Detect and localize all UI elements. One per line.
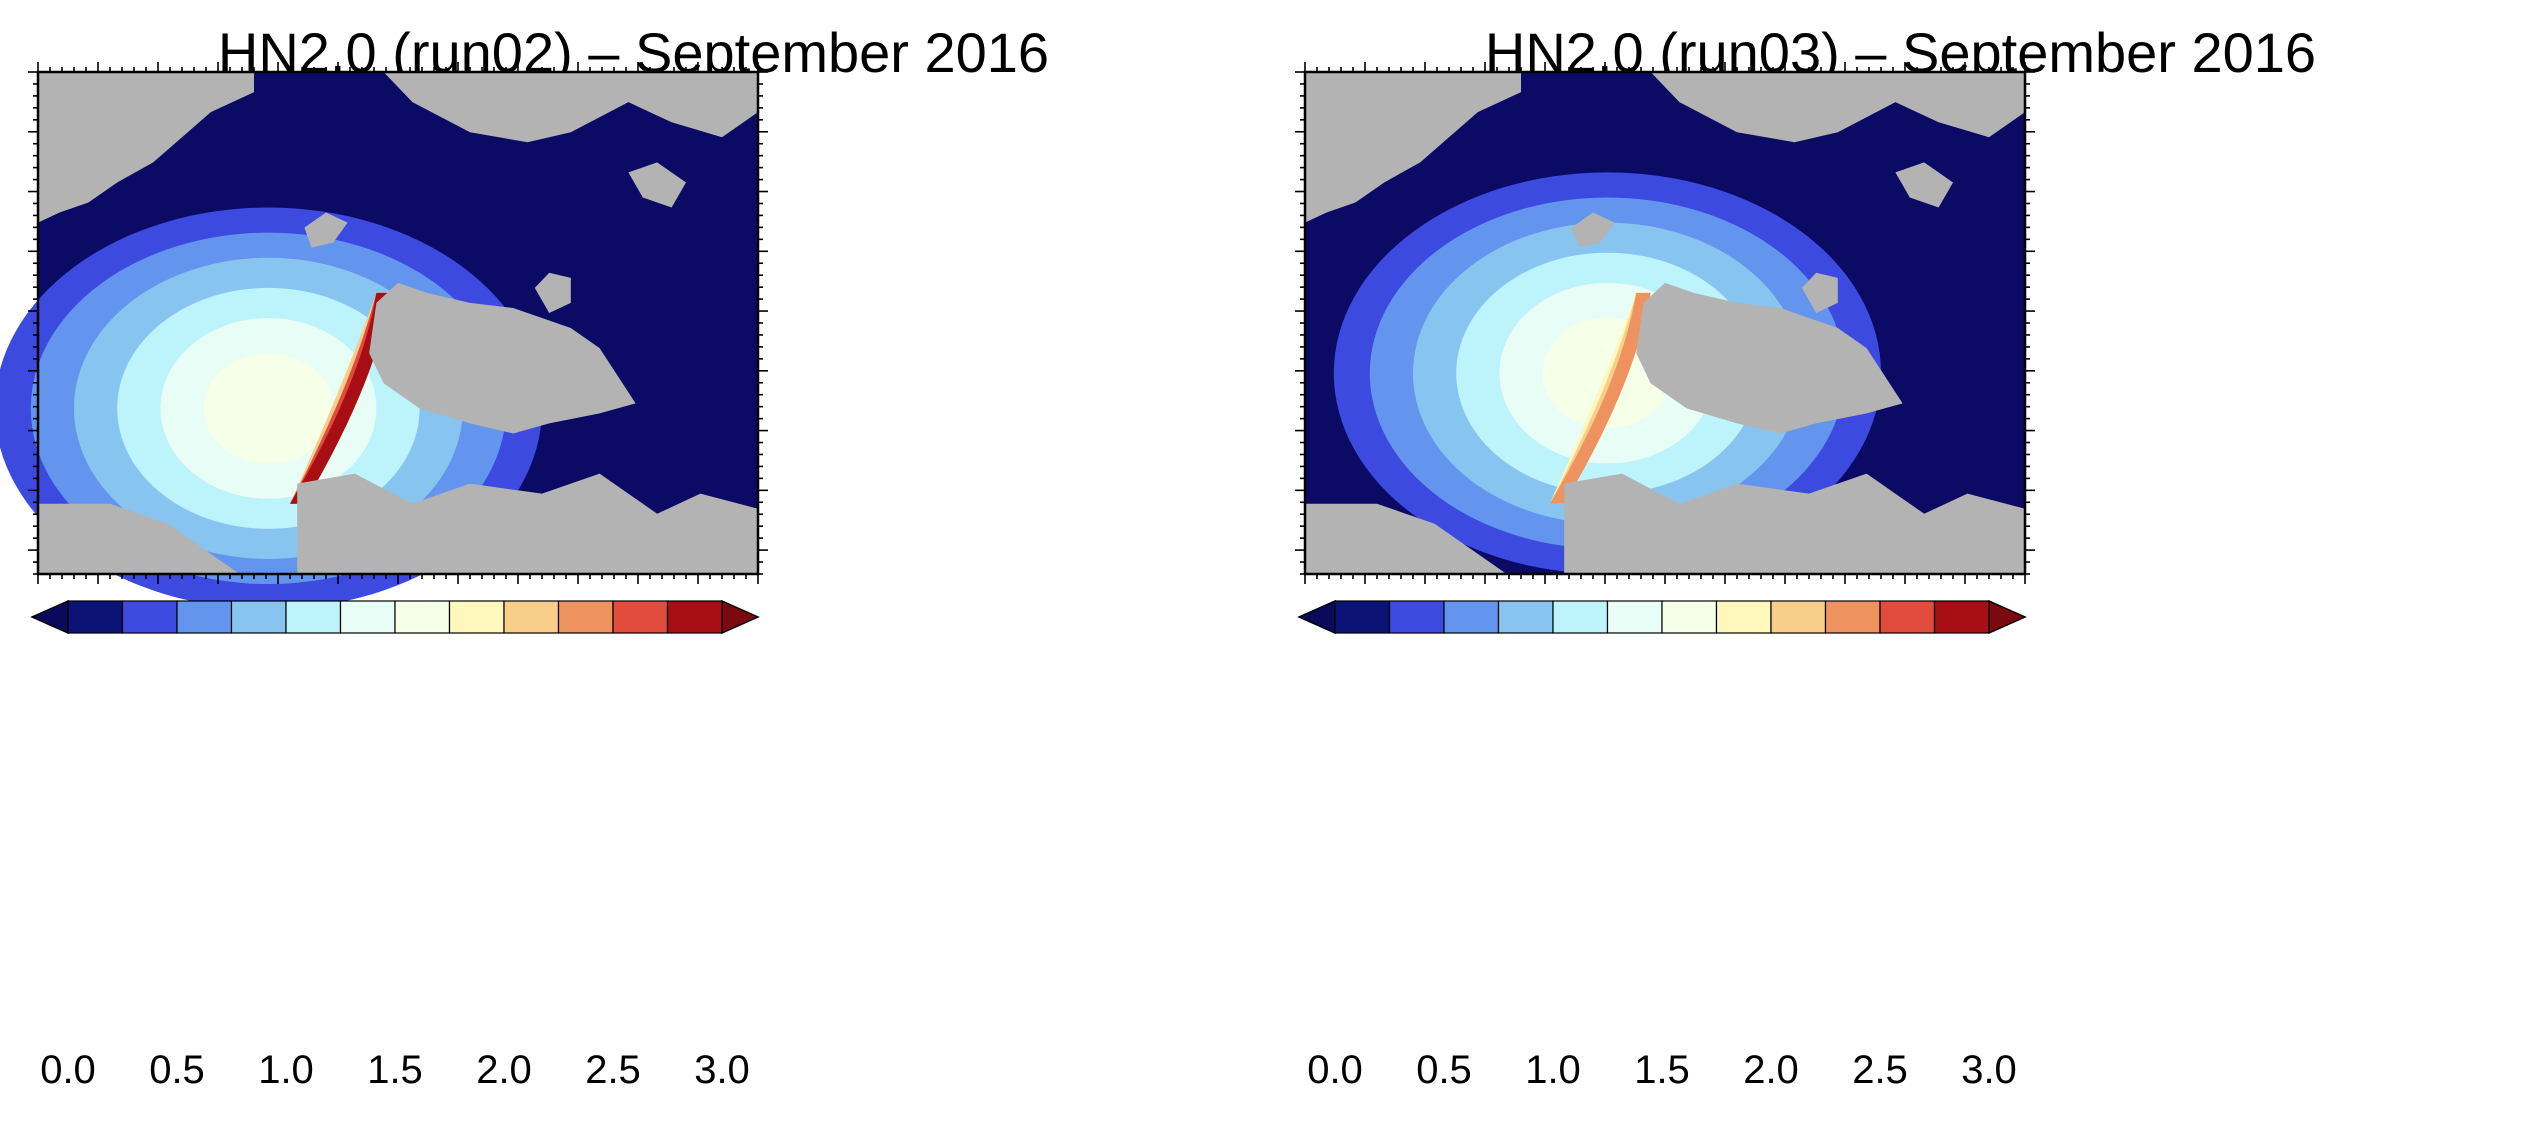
colorbar-segment bbox=[557, 600, 614, 634]
colorbar-segment bbox=[1933, 600, 1990, 634]
land-island-a bbox=[534, 272, 571, 313]
colorbar-segment bbox=[1388, 600, 1445, 634]
colorbar-tick-label: 1.0 bbox=[1525, 1048, 1581, 1092]
frame-ticks bbox=[1295, 62, 2035, 584]
ice-ridge-band bbox=[290, 292, 391, 504]
panel-run03: HN2.0 (run03) – September 2016 0.0 0.5 1.0… bbox=[1267, 0, 2534, 1125]
land-scandinavia bbox=[38, 503, 240, 574]
colorbar-segment bbox=[121, 600, 178, 634]
colorbar-segment bbox=[1879, 600, 1936, 634]
colorbar-tick-label: 2.5 bbox=[585, 1048, 641, 1092]
colorbar-tick-label: 1.0 bbox=[258, 1048, 314, 1092]
colorbar-segment bbox=[176, 600, 233, 634]
colorbar-segment bbox=[339, 600, 396, 634]
colorbar-segment bbox=[1770, 600, 1827, 634]
land-siberia-east bbox=[38, 72, 254, 223]
panel-run02: HN2.0 (run02) – September 2016 0.0 0.5 1.0… bbox=[0, 21, 1049, 1092]
colorbar-tick-label: 0.0 bbox=[1307, 1048, 1363, 1092]
colorbar-segment bbox=[1443, 600, 1500, 634]
colorbar-segment bbox=[1334, 600, 1391, 634]
land-island-c bbox=[628, 162, 686, 208]
ice-thickness-band bbox=[203, 353, 334, 464]
colorbar-over-triangle bbox=[721, 599, 760, 635]
land-canada-south bbox=[297, 473, 758, 574]
colorbar-tick-label: 1.5 bbox=[1634, 1048, 1690, 1092]
colorbar-tick-label: 0.0 bbox=[40, 1048, 96, 1092]
colorbar-segment bbox=[1497, 600, 1554, 634]
colorbar-tick-label: 2.0 bbox=[476, 1048, 532, 1092]
colorbar-segment bbox=[448, 600, 505, 634]
colorbar-segment bbox=[612, 600, 669, 634]
colorbar-segment bbox=[1715, 600, 1772, 634]
colorbar-segment bbox=[1606, 600, 1663, 634]
colorbar-segment bbox=[1824, 600, 1881, 634]
colorbar-tick-label: 0.5 bbox=[1416, 1048, 1472, 1092]
land-alaska bbox=[383, 72, 758, 143]
colorbar-tick-label: 3.0 bbox=[1961, 1048, 2017, 1092]
colorbar-tick-label: 3.0 bbox=[694, 1048, 750, 1092]
ice-ridge-band bbox=[1549, 292, 1651, 504]
colorbar-segment bbox=[1661, 600, 1718, 634]
land-canada-south bbox=[1564, 473, 2025, 574]
colorbar-over-triangle bbox=[1988, 599, 2027, 635]
colorbar-segment bbox=[285, 600, 342, 634]
colorbar-tick-label: 1.5 bbox=[367, 1048, 423, 1092]
land-alaska bbox=[1650, 72, 2025, 143]
ice-thickness-map bbox=[1295, 62, 2035, 584]
ice-thickness-map bbox=[0, 62, 768, 610]
colorbar-segment bbox=[394, 600, 451, 634]
land-island-b bbox=[304, 212, 348, 248]
land-island-b bbox=[1571, 212, 1615, 248]
land-siberia-east bbox=[1305, 72, 1521, 223]
colorbar-segment bbox=[1552, 600, 1609, 634]
colorbar bbox=[30, 599, 760, 635]
colorbar-segment bbox=[230, 600, 287, 634]
land-scandinavia bbox=[1305, 503, 1507, 574]
land-canada-archipelago bbox=[369, 282, 636, 434]
colorbar-tick-label: 0.5 bbox=[149, 1048, 205, 1092]
colorbar-tick-label: 2.5 bbox=[1852, 1048, 1908, 1092]
colorbar-segment bbox=[67, 600, 124, 634]
colorbar-segment bbox=[666, 600, 723, 634]
frame-ticks bbox=[28, 62, 768, 584]
colorbar-segment bbox=[503, 600, 560, 634]
land-island-c bbox=[1895, 162, 1953, 208]
colorbar-under-triangle bbox=[1297, 599, 1336, 635]
colorbar bbox=[1297, 599, 2027, 635]
colorbar-tick-label: 2.0 bbox=[1743, 1048, 1799, 1092]
land-island-a bbox=[1801, 272, 1838, 313]
land-canada-archipelago bbox=[1636, 282, 1903, 434]
colorbar-under-triangle bbox=[30, 599, 69, 635]
